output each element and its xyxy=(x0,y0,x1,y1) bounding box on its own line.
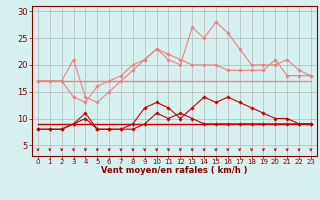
X-axis label: Vent moyen/en rafales ( km/h ): Vent moyen/en rafales ( km/h ) xyxy=(101,166,248,175)
